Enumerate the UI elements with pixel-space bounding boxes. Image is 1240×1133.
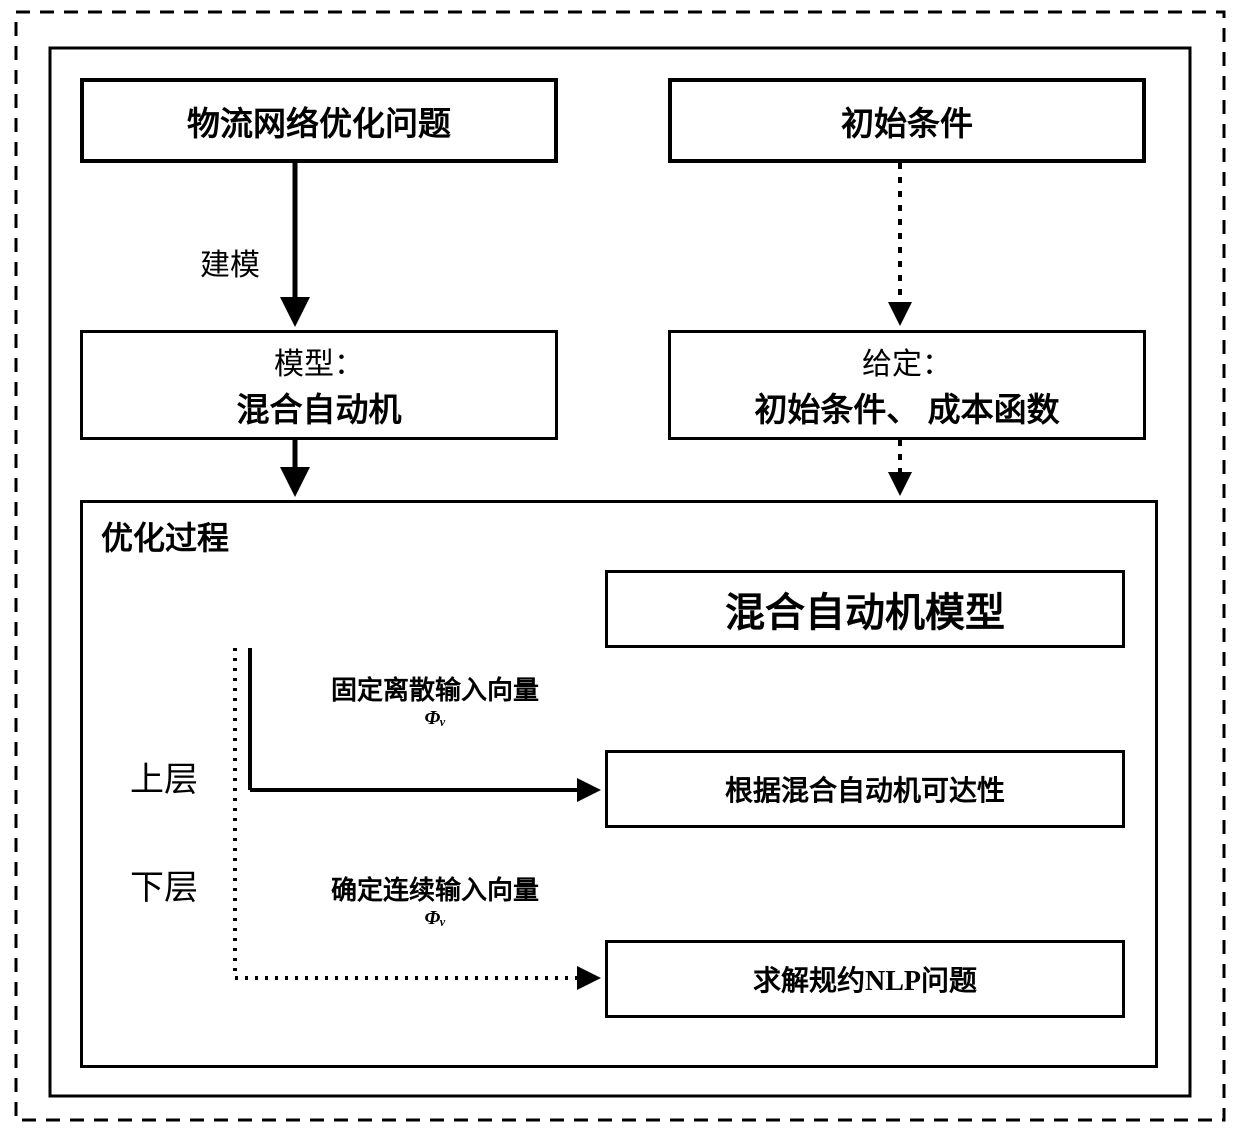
box-given: 给定：初始条件、 成本函数 bbox=[668, 330, 1146, 440]
box-problem-text: 物流网络优化问题 bbox=[187, 97, 451, 145]
box-model-line2: 混合自动机 bbox=[237, 383, 402, 431]
label-fix-discrete-line1: 固定离散输入向量 bbox=[295, 670, 575, 707]
label-lower: 下层 bbox=[130, 860, 198, 909]
box-initcond: 初始条件 bbox=[668, 78, 1146, 163]
box-reach: 根据混合自动机可达性 bbox=[605, 750, 1125, 828]
label-fix-discrete-line2: Φᵥ bbox=[295, 707, 575, 730]
box-problem: 物流网络优化问题 bbox=[80, 78, 558, 163]
box-reach-text: 根据混合自动机可达性 bbox=[725, 769, 1005, 809]
box-nlp-text: 求解规约NLP问题 bbox=[753, 959, 977, 999]
label-lower-text: 下层 bbox=[130, 870, 198, 907]
box-model-line1: 模型： bbox=[274, 339, 364, 383]
box-initcond-text: 初始条件 bbox=[841, 97, 973, 145]
label-det-continuous-line2: Φᵥ bbox=[295, 907, 575, 930]
label-upper: 上层 bbox=[130, 752, 198, 801]
box-given-line1: 给定： bbox=[862, 339, 952, 383]
diagram-root: 物流网络优化问题初始条件模型：混合自动机给定：初始条件、 成本函数优化过程混合自… bbox=[0, 0, 1240, 1133]
label-upper-text: 上层 bbox=[130, 762, 198, 799]
box-nlp: 求解规约NLP问题 bbox=[605, 940, 1125, 1018]
box-given-line2: 初始条件、 成本函数 bbox=[754, 383, 1059, 431]
box-process-title: 优化过程 bbox=[101, 513, 229, 559]
box-ha-model-text: 混合自动机模型 bbox=[725, 580, 1005, 638]
label-det-continuous: 确定连续输入向量Φᵥ bbox=[295, 870, 575, 930]
label-fix-discrete: 固定离散输入向量Φᵥ bbox=[295, 670, 575, 730]
label-det-continuous-line1: 确定连续输入向量 bbox=[295, 870, 575, 907]
box-ha-model: 混合自动机模型 bbox=[605, 570, 1125, 648]
label-jianmo-text: 建模 bbox=[200, 249, 260, 282]
box-model: 模型：混合自动机 bbox=[80, 330, 558, 440]
label-jianmo: 建模 bbox=[200, 240, 260, 284]
